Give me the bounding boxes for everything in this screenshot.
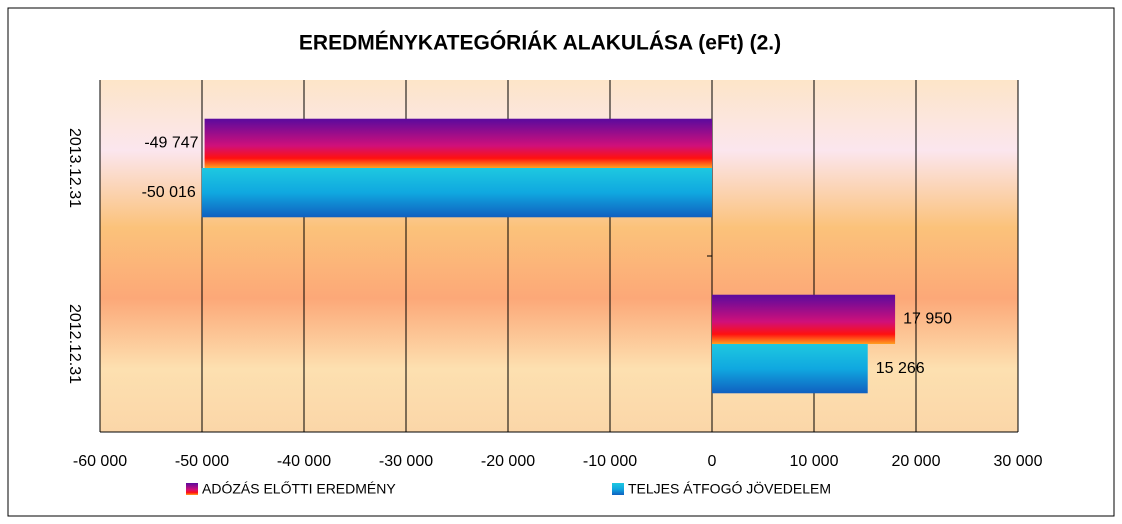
value-label: -50 016 xyxy=(142,184,196,201)
x-tick-label: 10 000 xyxy=(790,453,839,470)
bar xyxy=(712,344,868,394)
x-tick-label: -60 000 xyxy=(73,453,127,470)
x-tick-label: -40 000 xyxy=(277,453,331,470)
chart-title: EREDMÉNYKATEGÓRIÁK ALAKULÁSA (eFt) (2.) xyxy=(299,31,781,55)
x-tick-label: -20 000 xyxy=(481,453,535,470)
value-label: 17 950 xyxy=(903,311,952,328)
legend-label: TELJES ÁTFOGÓ JÖVEDELEM xyxy=(628,480,831,497)
y-tick-label: 2012.12.31 xyxy=(66,304,83,384)
x-tick-label: 0 xyxy=(708,453,717,470)
bar xyxy=(204,118,712,168)
legend-swatch xyxy=(612,483,624,495)
y-tick-label: 2013.12.31 xyxy=(66,128,83,208)
x-tick-label: -30 000 xyxy=(379,453,433,470)
x-tick-label: 20 000 xyxy=(892,453,941,470)
value-label: -49 747 xyxy=(144,135,198,152)
legend-label: ADÓZÁS ELŐTTI EREDMÉNY xyxy=(202,481,396,497)
value-label: 15 266 xyxy=(876,360,925,377)
legend-swatch xyxy=(186,483,198,495)
x-tick-label: -10 000 xyxy=(583,453,637,470)
bar xyxy=(712,294,896,344)
x-tick-label: 30 000 xyxy=(994,453,1043,470)
x-tick-label: -50 000 xyxy=(175,453,229,470)
bar xyxy=(201,168,713,218)
